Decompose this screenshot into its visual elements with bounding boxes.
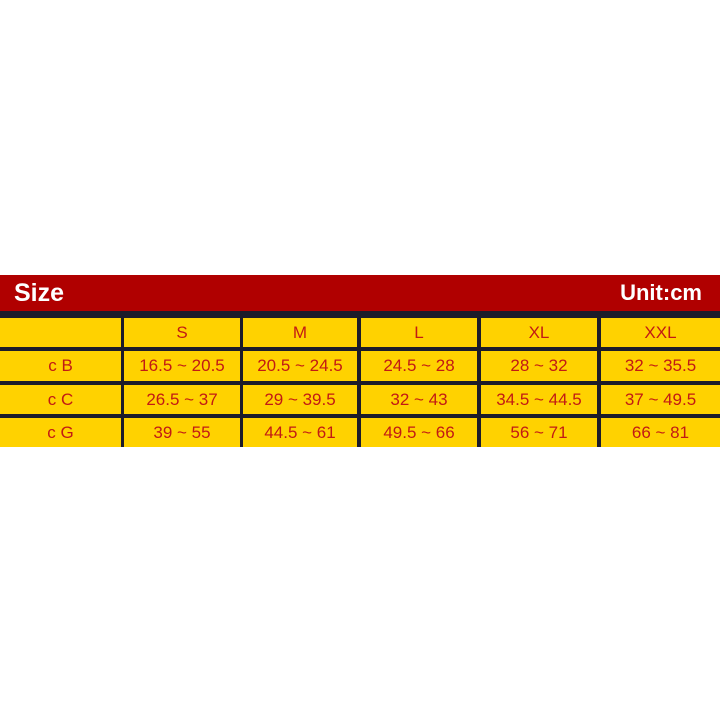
header-cell: XXL: [601, 318, 720, 347]
header-cell: L: [361, 318, 477, 347]
size-banner: Size Unit:cm: [0, 275, 720, 311]
table-cell: 56 ~ 71: [481, 418, 597, 447]
unit-label: Unit:cm: [620, 280, 702, 305]
table-cell: 49.5 ~ 66: [361, 418, 477, 447]
table-cell: 32 ~ 35.5: [601, 351, 720, 381]
row-label-cell: c B: [0, 351, 121, 381]
header-cell: XL: [481, 318, 597, 347]
header-cell: S: [124, 318, 240, 347]
row-label-cell: c C: [0, 385, 121, 414]
size-table: S M L XL XXL c B 16.5 ~ 20.5 20.5 ~ 24.5 24.5 ~ …: [0, 311, 720, 447]
row-label-cell: c G: [0, 418, 121, 447]
size-title: Size: [14, 279, 65, 307]
table-cell: 28 ~ 32: [481, 351, 597, 381]
header-cell: M: [243, 318, 357, 347]
table-cell: 24.5 ~ 28: [361, 351, 477, 381]
table-cell: 66 ~ 81: [601, 418, 720, 447]
table-cell: 29 ~ 39.5: [243, 385, 357, 414]
header-cell: [0, 318, 121, 347]
table-cell: 32 ~ 43: [361, 385, 477, 414]
table-cell: 37 ~ 49.5: [601, 385, 720, 414]
table-cell: 44.5 ~ 61: [243, 418, 357, 447]
table-cell: 26.5 ~ 37: [124, 385, 240, 414]
table-cell: 34.5 ~ 44.5: [481, 385, 597, 414]
table-cell: 20.5 ~ 24.5: [243, 351, 357, 381]
table-cell: 16.5 ~ 20.5: [124, 351, 240, 381]
table-cell: 39 ~ 55: [124, 418, 240, 447]
